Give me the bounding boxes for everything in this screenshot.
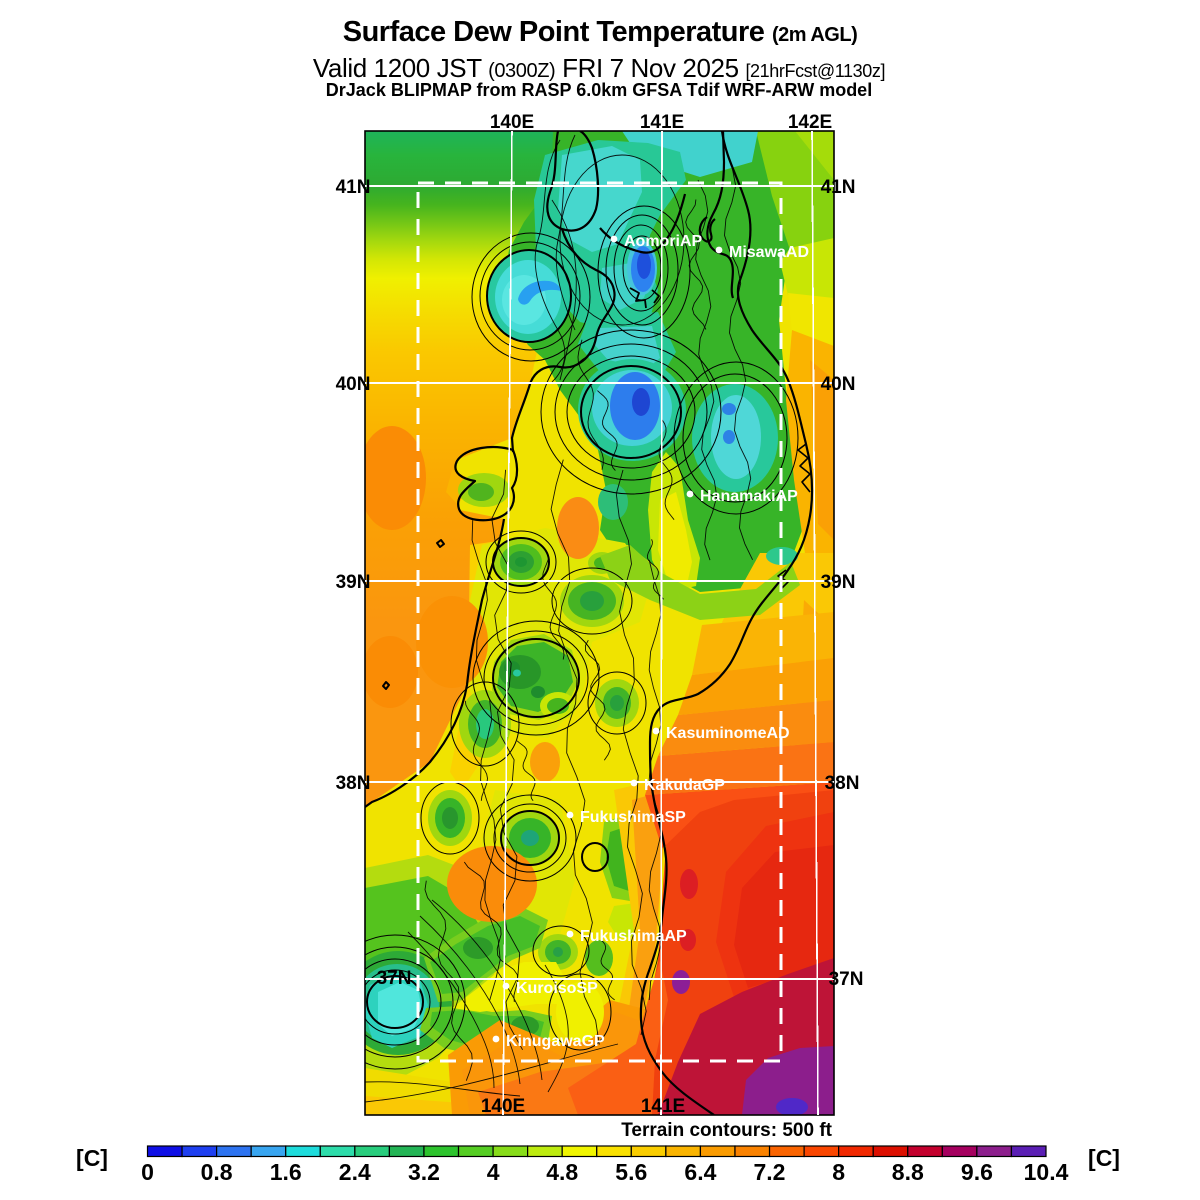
svg-text:38N: 38N (825, 773, 860, 794)
svg-text:38N: 38N (336, 773, 371, 794)
svg-text:MisawaAD: MisawaAD (729, 244, 809, 261)
svg-text:HanamakiAP: HanamakiAP (700, 488, 798, 505)
svg-text:DrJack BLIPMAP from RASP 6.0km: DrJack BLIPMAP from RASP 6.0km GFSA Tdif… (326, 80, 872, 100)
svg-text:141E: 141E (641, 1096, 685, 1117)
svg-text:41N: 41N (336, 177, 371, 198)
svg-text:141E: 141E (640, 112, 684, 133)
svg-text:KuroisoSP: KuroisoSP (516, 980, 598, 997)
svg-text:4.8: 4.8 (546, 1159, 578, 1185)
svg-text:9.6: 9.6 (961, 1159, 993, 1185)
svg-text:Terrain contours: 500 ft: Terrain contours: 500 ft (621, 1120, 832, 1141)
svg-text:FukushimaAP: FukushimaAP (580, 928, 687, 945)
svg-text:41N: 41N (821, 177, 856, 198)
svg-text:[C]: [C] (1088, 1145, 1120, 1171)
svg-text:37N: 37N (829, 969, 864, 990)
svg-text:2.4: 2.4 (339, 1159, 371, 1185)
svg-text:142E: 142E (788, 112, 832, 133)
svg-text:37N: 37N (377, 968, 412, 989)
svg-text:8: 8 (832, 1159, 845, 1185)
svg-text:40N: 40N (821, 374, 856, 395)
svg-text:8.8: 8.8 (892, 1159, 924, 1185)
svg-text:KasuminomeAD: KasuminomeAD (666, 725, 790, 742)
svg-text:140E: 140E (481, 1096, 525, 1117)
svg-text:AomoriAP: AomoriAP (624, 233, 703, 250)
svg-text:1.6: 1.6 (270, 1159, 302, 1185)
svg-text:3.2: 3.2 (408, 1159, 440, 1185)
svg-text:140E: 140E (490, 112, 534, 133)
svg-text:40N: 40N (336, 374, 371, 395)
svg-text:KinugawaGP: KinugawaGP (506, 1033, 605, 1050)
svg-text:Surface Dew Point Temperature: Surface Dew Point Temperature (2m AGL) (343, 16, 858, 48)
svg-text:7.2: 7.2 (754, 1159, 786, 1185)
svg-text:FukushimaSP: FukushimaSP (580, 809, 686, 826)
svg-text:6.4: 6.4 (684, 1159, 716, 1185)
svg-text:0.8: 0.8 (201, 1159, 233, 1185)
svg-text:[C]: [C] (76, 1145, 108, 1171)
svg-text:5.6: 5.6 (615, 1159, 647, 1185)
svg-text:39N: 39N (821, 572, 856, 593)
svg-text:10.4: 10.4 (1024, 1159, 1069, 1185)
svg-text:0: 0 (141, 1159, 154, 1185)
svg-text:39N: 39N (336, 572, 371, 593)
svg-text:4: 4 (487, 1159, 500, 1185)
svg-text:KakudaGP: KakudaGP (644, 777, 725, 794)
